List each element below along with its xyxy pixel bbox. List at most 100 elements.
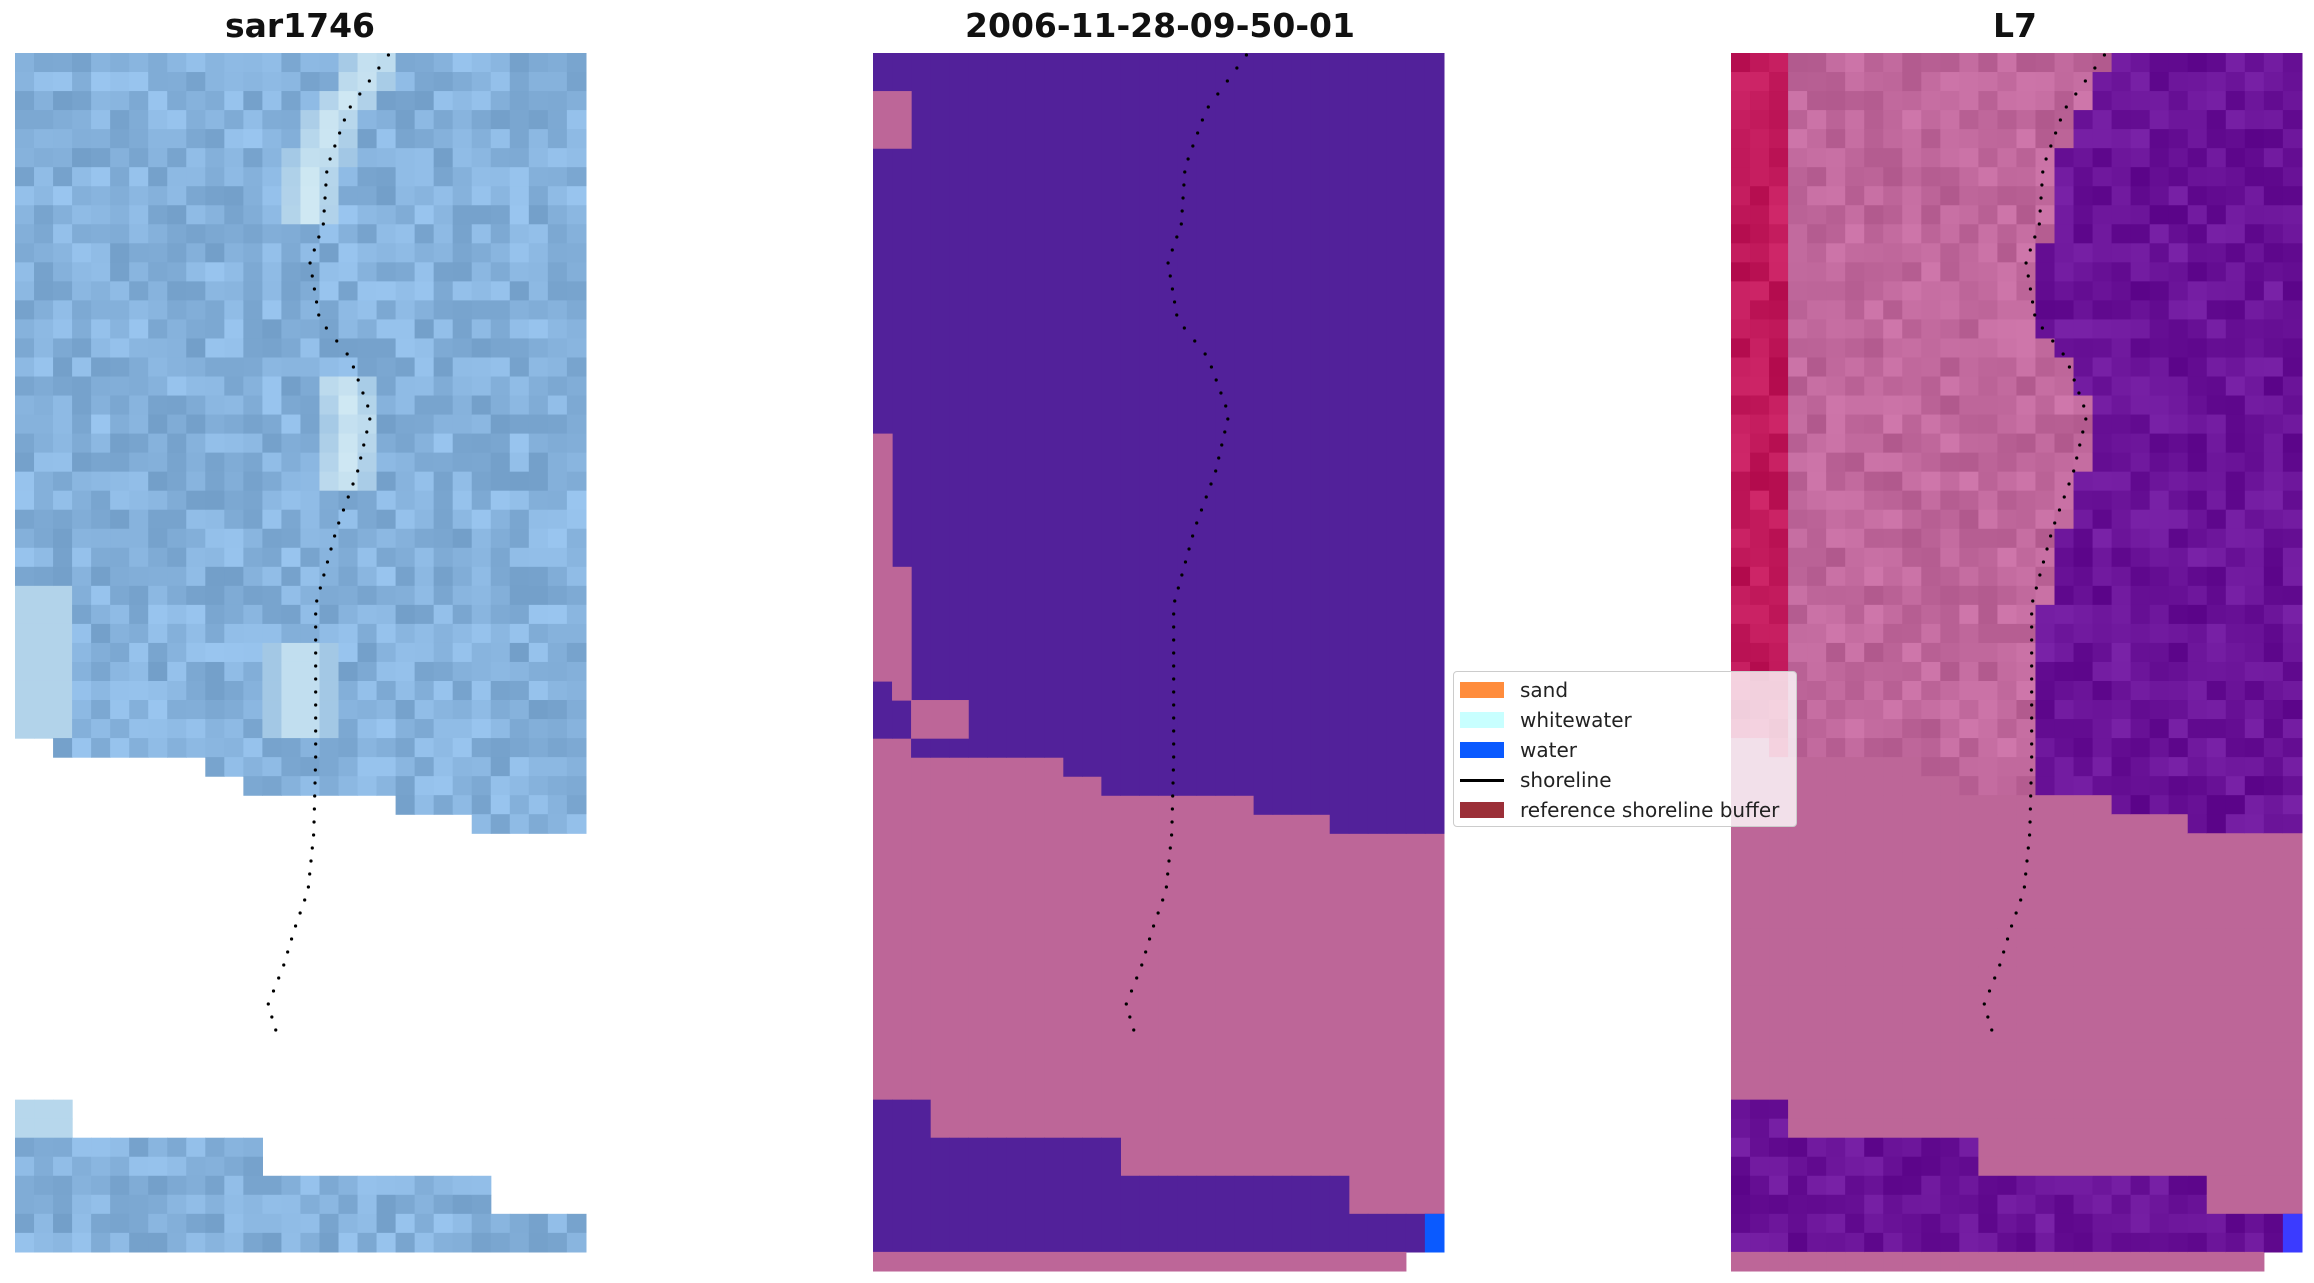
ndwi-pixel <box>2225 1023 2246 1044</box>
class-region <box>1196 1175 1217 1253</box>
sar-pixel <box>471 795 492 815</box>
classified-image-panel <box>873 53 1445 1272</box>
ndwi-pixel <box>2263 1194 2284 1215</box>
ndwi-pixel <box>1807 814 1827 834</box>
sar-pixel <box>547 1232 568 1253</box>
ndwi-pixel <box>1959 357 1979 378</box>
sar-pixel <box>53 148 73 168</box>
sar-pixel <box>281 338 302 359</box>
sar-pixel <box>110 91 130 111</box>
sar-pixel <box>566 148 587 168</box>
ndwi-pixel <box>1997 1118 2018 1139</box>
sar-pixel <box>300 719 321 739</box>
shoreline-point <box>2037 222 2041 226</box>
ndwi-pixel <box>2092 738 2113 758</box>
sar-pixel <box>186 680 206 701</box>
sar-pixel <box>566 433 587 454</box>
sar-pixel <box>433 757 454 777</box>
ndwi-pixel <box>2244 1061 2265 1082</box>
sar-pixel <box>186 110 206 130</box>
ndwi-pixel <box>1731 966 1751 987</box>
ndwi-pixel <box>1883 110 1903 130</box>
ndwi-pixel <box>1769 852 1789 872</box>
sar-pixel <box>72 642 92 663</box>
ndwi-pixel <box>1845 110 1865 130</box>
ndwi-pixel <box>1845 433 1865 454</box>
ndwi-pixel <box>2111 1023 2132 1044</box>
ndwi-pixel <box>1750 871 1770 891</box>
sar-pixel <box>338 776 359 796</box>
class-region <box>1272 53 1293 815</box>
ndwi-pixel <box>2130 148 2151 168</box>
ndwi-pixel <box>2035 547 2056 568</box>
ndwi-pixel <box>1731 1023 1751 1044</box>
ndwi-pixel <box>2244 1251 2265 1272</box>
ndwi-pixel <box>1788 357 1808 378</box>
ndwi-pixel <box>2073 224 2094 244</box>
ndwi-pixel <box>1826 680 1846 701</box>
ndwi-pixel <box>1940 566 1960 587</box>
sar-pixel <box>224 719 244 739</box>
sar-pixel <box>319 186 340 206</box>
ndwi-pixel <box>1731 1042 1751 1063</box>
sar-pixel <box>129 566 149 587</box>
ndwi-pixel <box>2282 966 2303 987</box>
sar-pixel <box>528 338 549 359</box>
ndwi-pixel <box>2130 262 2151 282</box>
sar-pixel <box>167 205 187 225</box>
sar-pixel <box>91 205 111 225</box>
ndwi-pixel <box>1807 1004 1827 1025</box>
sar-pixel <box>357 376 378 397</box>
class-region <box>1101 53 1121 796</box>
ndwi-pixel <box>1750 110 1770 130</box>
sar-pixel <box>471 642 492 663</box>
sar-pixel <box>319 224 340 244</box>
ndwi-pixel <box>2244 224 2265 244</box>
ndwi-pixel <box>2206 148 2227 168</box>
ndwi-pixel <box>1807 890 1827 910</box>
class-region <box>1386 53 1407 834</box>
sar-pixel <box>15 642 35 663</box>
ndwi-pixel <box>2149 224 2170 244</box>
sar-pixel <box>15 243 35 263</box>
sar-pixel <box>224 300 244 321</box>
sar-pixel <box>15 376 35 397</box>
ndwi-pixel <box>2225 642 2246 663</box>
sar-pixel <box>471 776 492 796</box>
ndwi-pixel <box>1978 985 1999 1006</box>
ndwi-pixel <box>2073 585 2094 606</box>
ndwi-pixel <box>1807 1213 1827 1234</box>
ndwi-pixel <box>2187 319 2208 340</box>
ndwi-pixel <box>1807 852 1827 872</box>
ndwi-pixel <box>1921 1137 1941 1158</box>
ndwi-pixel <box>1997 757 2018 777</box>
sar-pixel <box>433 1194 454 1215</box>
sar-pixel <box>433 414 454 435</box>
ndwi-pixel <box>2168 1023 2189 1044</box>
sar-pixel <box>224 757 244 777</box>
ndwi-pixel <box>1959 661 1979 682</box>
class-region <box>1082 53 1102 777</box>
ndwi-pixel <box>2016 471 2037 492</box>
ndwi-pixel <box>2016 1156 2037 1177</box>
ndwi-pixel <box>2263 1137 2284 1158</box>
shoreline-point <box>1124 1002 1128 1006</box>
sar-pixel <box>15 1137 35 1158</box>
sar-pixel <box>319 110 340 130</box>
shoreline-point <box>333 534 337 538</box>
ndwi-pixel <box>1883 757 1903 777</box>
ndwi-pixel <box>2035 376 2056 397</box>
shoreline-point <box>310 846 314 850</box>
ndwi-pixel <box>2054 1251 2075 1272</box>
ndwi-pixel <box>2206 661 2227 682</box>
ndwi-pixel <box>2206 1213 2227 1234</box>
sar-pixel <box>243 433 263 454</box>
ndwi-pixel <box>1769 53 1789 73</box>
ndwi-pixel <box>1883 243 1903 263</box>
shoreline-point <box>2029 768 2033 772</box>
ndwi-pixel <box>2206 642 2227 663</box>
sar-pixel <box>319 262 340 282</box>
ndwi-pixel <box>1959 1099 1979 1120</box>
ndwi-pixel <box>1959 224 1979 244</box>
sar-pixel <box>547 91 568 111</box>
